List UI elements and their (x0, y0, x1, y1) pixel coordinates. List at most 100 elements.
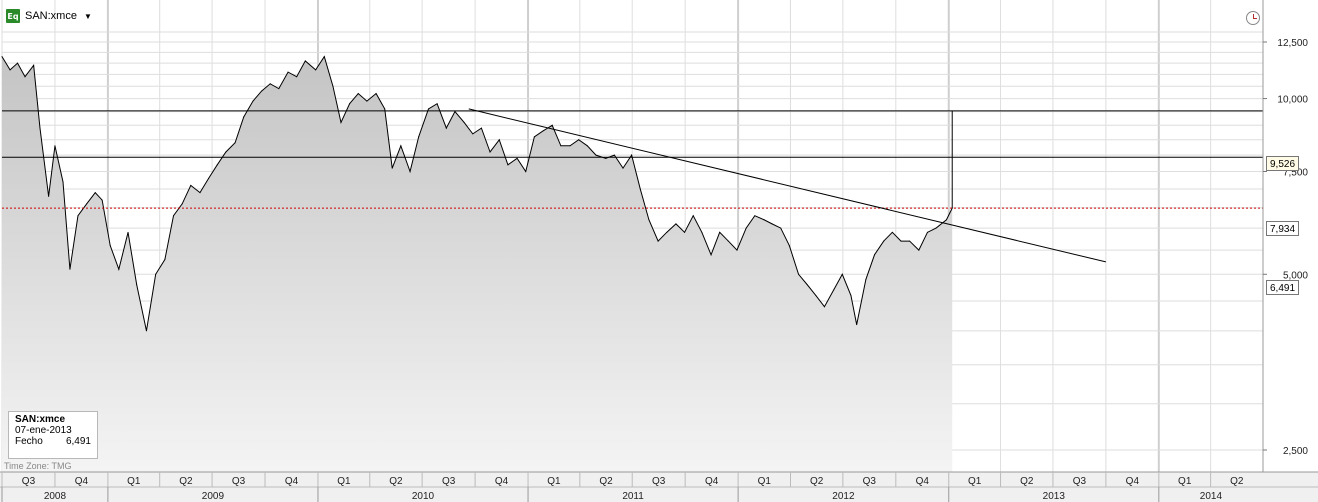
price-point (375, 93, 377, 95)
price-point (935, 227, 937, 229)
price-point (900, 240, 902, 242)
symbol-selector[interactable]: Eq SAN:xmce ▼ (6, 6, 92, 26)
price-point (86, 203, 88, 205)
quarter-label: Q4 (495, 476, 509, 487)
y-tick-label: 7,500 (1283, 167, 1308, 178)
price-point (909, 240, 911, 242)
quarter-label: Q1 (1178, 476, 1192, 487)
price-point (48, 195, 50, 197)
quarter-label: Q3 (863, 476, 877, 487)
dropdown-caret-icon[interactable]: ▼ (83, 11, 92, 21)
price-point (578, 139, 580, 141)
price-point (727, 240, 729, 242)
price-point (190, 184, 192, 186)
price-point (736, 249, 738, 251)
price-point (763, 219, 765, 221)
price-point (409, 170, 411, 172)
quarter-label: Q3 (22, 476, 36, 487)
price-point (498, 139, 500, 141)
price-point (666, 231, 668, 233)
price-point (841, 273, 843, 275)
year-label: 2009 (202, 491, 225, 502)
quarter-label: Q4 (75, 476, 89, 487)
price-point (94, 192, 96, 194)
price-point (436, 103, 438, 105)
price-point (595, 154, 597, 156)
price-point (234, 142, 236, 144)
year-label: 2014 (1200, 491, 1223, 502)
price-point (199, 192, 201, 194)
price-point (9, 69, 11, 71)
price-area (2, 56, 953, 472)
price-point (605, 157, 607, 159)
price-point (586, 145, 588, 147)
price-point (798, 273, 800, 275)
quarter-label: Q3 (1073, 476, 1087, 487)
price-point (719, 231, 721, 233)
price-badge-mid: 7,934 (1266, 221, 1300, 236)
price-point (613, 154, 615, 156)
clock-icon[interactable] (1246, 11, 1260, 25)
quarter-label: Q1 (337, 476, 351, 487)
price-point (357, 93, 359, 95)
price-point (823, 306, 825, 308)
price-point (109, 245, 111, 247)
price-point (856, 324, 858, 326)
equity-icon: Eq (6, 9, 20, 23)
y-tick-label: 2,500 (1283, 446, 1308, 457)
price-point (24, 76, 26, 78)
year-label: 2010 (412, 491, 435, 502)
symbol-label: SAN:xmce (25, 10, 77, 22)
price-point (243, 116, 245, 118)
quarter-label: Q2 (810, 476, 824, 487)
quarter-label: Q4 (1126, 476, 1140, 487)
price-badge-last: 6,491 (1266, 280, 1300, 295)
price-point (54, 145, 56, 147)
quarter-label: Q4 (916, 476, 930, 487)
quarter-label: Q1 (968, 476, 982, 487)
price-point (569, 145, 571, 147)
price-point (874, 254, 876, 256)
price-point (17, 62, 19, 64)
trendline (468, 108, 1106, 263)
price-point (323, 56, 325, 58)
quarter-label: Q3 (442, 476, 456, 487)
quarter-label: Q2 (1020, 476, 1034, 487)
price-point (754, 215, 756, 217)
year-label: 2011 (622, 491, 644, 502)
timezone-label: Time Zone: TMG (4, 461, 72, 471)
price-point (648, 219, 650, 221)
price-point (445, 127, 447, 129)
price-point (560, 145, 562, 147)
info-field-value: 6,491 (65, 436, 91, 447)
quarter-label: Q2 (599, 476, 613, 487)
info-field-label: Fecho (15, 436, 43, 447)
price-point (850, 294, 852, 296)
price-point (296, 76, 298, 78)
price-point (542, 130, 544, 132)
price-point (77, 215, 79, 217)
y-axis-panel (1263, 0, 1318, 472)
price-point (349, 103, 351, 105)
info-date: 07-ene-2013 (15, 425, 72, 436)
price-point (252, 100, 254, 102)
price-point (225, 151, 227, 153)
info-row: Fecho 6,491 (15, 436, 91, 447)
price-point (675, 223, 677, 225)
price-point (127, 231, 129, 233)
quarter-label: Q3 (232, 476, 246, 487)
price-point (427, 108, 429, 110)
price-point (945, 219, 947, 221)
price-point (278, 88, 280, 90)
price-point (62, 181, 64, 183)
price-point (692, 215, 694, 217)
price-point (780, 227, 782, 229)
price-point (891, 231, 893, 233)
price-point (155, 273, 157, 275)
price-point (101, 199, 103, 201)
price-point (622, 167, 624, 169)
year-label: 2008 (44, 491, 67, 502)
price-point (525, 170, 527, 172)
